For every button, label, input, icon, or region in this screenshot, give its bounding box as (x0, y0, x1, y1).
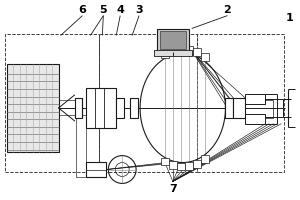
Bar (160, 31, 186, 49)
Bar (7, 64, 58, 152)
Bar (245, 114, 265, 124)
Bar (74, 98, 83, 118)
Bar (161, 50, 169, 58)
Bar (177, 45, 185, 53)
Text: 3: 3 (135, 5, 143, 15)
Bar (99, 34, 197, 171)
Bar (86, 88, 116, 128)
Bar (169, 47, 177, 55)
Polygon shape (58, 95, 74, 121)
Bar (157, 28, 189, 52)
Text: 2: 2 (224, 5, 231, 15)
Text: 7: 7 (169, 184, 177, 194)
Bar (197, 34, 284, 171)
Bar (161, 158, 169, 165)
Text: 4: 4 (116, 5, 124, 15)
Bar (154, 50, 192, 56)
Text: 6: 6 (79, 5, 86, 15)
Bar (193, 48, 201, 56)
Bar (233, 98, 245, 118)
Bar (226, 98, 233, 118)
Bar (185, 46, 193, 54)
Bar (193, 160, 201, 168)
Bar (245, 94, 265, 104)
Bar (116, 98, 124, 118)
Text: 5: 5 (100, 5, 107, 15)
Bar (130, 98, 138, 118)
Bar (169, 161, 177, 169)
Bar (5, 34, 99, 171)
Bar (201, 53, 208, 61)
Bar (177, 163, 185, 170)
Text: 1: 1 (286, 13, 294, 23)
Bar (86, 162, 106, 177)
Bar (201, 155, 208, 163)
Bar (185, 162, 193, 170)
